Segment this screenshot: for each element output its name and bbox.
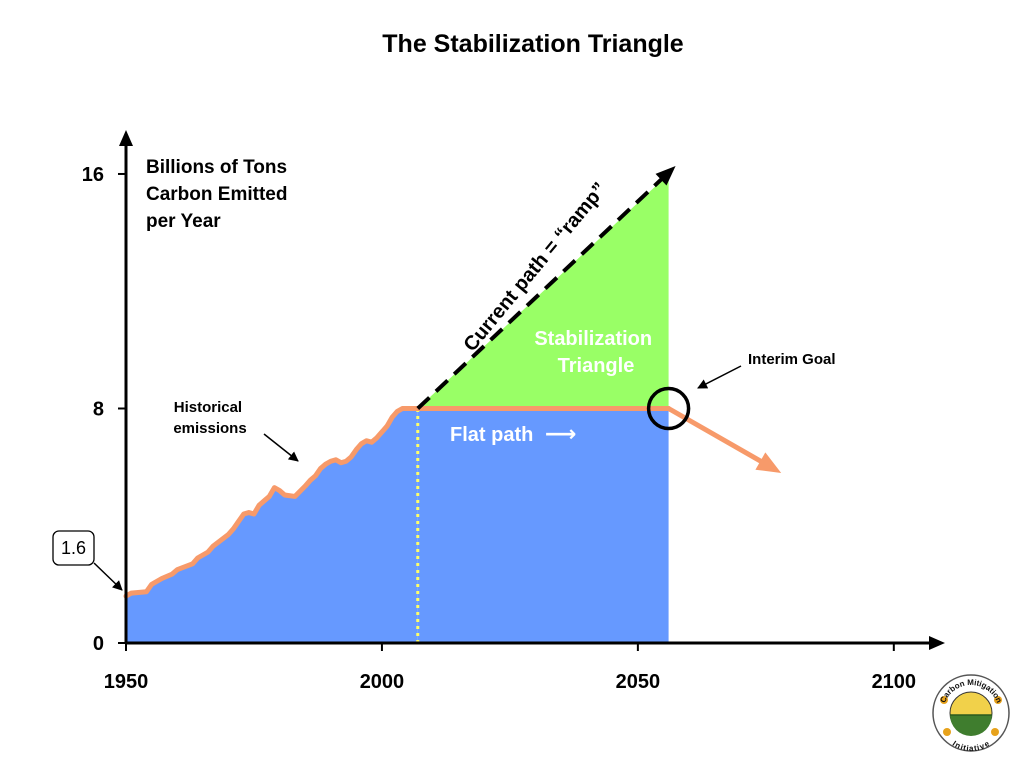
logo-dot-bottom-left: [943, 728, 951, 736]
logo-dot-left: [940, 696, 948, 704]
plot-area: [123, 165, 782, 643]
x-tick-label: 2050: [616, 671, 661, 693]
triangle-label-line-1: Stabilization: [534, 328, 652, 350]
axes: 1950 2000 2050 2100 0 8 16: [82, 130, 945, 693]
current-path-arrowhead: [655, 165, 676, 186]
logo-bottom-text: Initiative: [951, 739, 992, 753]
historical-emissions-arrow: [263, 433, 299, 462]
interim-goal-arrow: [697, 365, 742, 389]
chart-title: The Stabilization Triangle: [382, 30, 684, 58]
x-axis-arrowhead: [929, 636, 945, 650]
y-tick-label: 16: [82, 164, 104, 186]
x-tick-label: 1950: [104, 671, 149, 693]
flat-path-label: Flat path ⟶: [450, 421, 576, 446]
y-axis-label: Billions of Tons Carbon Emitted per Year: [146, 157, 293, 232]
interim-goal-label: Interim Goal: [748, 351, 836, 368]
triangle-label-line-2: Triangle: [558, 355, 635, 377]
x-tick-label: 2100: [872, 671, 917, 693]
y-axis-label-line-1: Billions of Tons: [146, 157, 287, 178]
interim-goal-circle: [646, 386, 691, 431]
future-decline-arrowhead: [755, 452, 782, 473]
logo-dot-right: [994, 696, 1002, 704]
historical-emissions-area: [126, 408, 418, 643]
stabilization-triangle-label: Stabilization Triangle: [534, 328, 657, 377]
historical-label-line-1: Historical: [174, 399, 242, 416]
logo-field: [950, 715, 992, 736]
y-tick-label: 8: [93, 398, 104, 420]
current-path-ramp-line: [416, 172, 669, 410]
carbon-mitigation-initiative-logo: Carbon Mitigation Initiative: [932, 674, 1010, 753]
x-tick-label: 2000: [360, 671, 405, 693]
start-value-box: [52, 530, 95, 566]
historical-label-line-2: emissions: [173, 420, 246, 437]
y-axis-label-line-2: Carbon Emitted: [146, 184, 287, 205]
flat-path-area: [417, 408, 669, 643]
flat-path-text: Flat path: [450, 424, 533, 446]
future-decline-line: [666, 405, 772, 469]
historical-emissions-label: Historical emissions: [173, 399, 246, 437]
logo-dot-bottom-right: [991, 728, 999, 736]
start-value-arrow: [93, 562, 123, 591]
y-axis-label-line-3: per Year: [146, 211, 221, 232]
start-value-label: 1.6: [61, 538, 86, 558]
flat-path-arrow-icon: ⟶: [545, 421, 577, 446]
y-tick-label: 0: [93, 633, 104, 655]
y-axis-arrowhead: [119, 130, 133, 146]
emissions-line: [123, 405, 672, 599]
